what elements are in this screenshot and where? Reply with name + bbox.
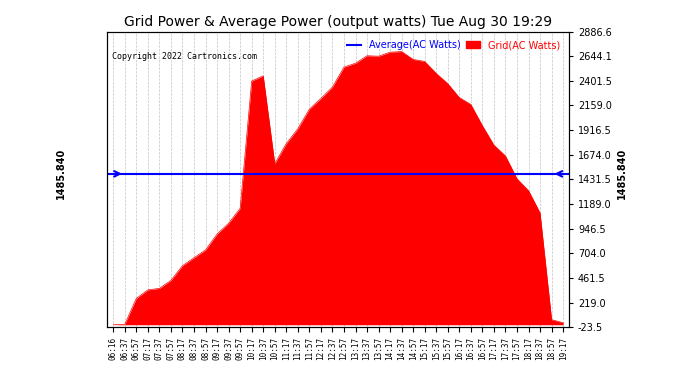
Legend: Average(AC Watts), Grid(AC Watts): Average(AC Watts), Grid(AC Watts): [343, 36, 564, 54]
Text: Copyright 2022 Cartronics.com: Copyright 2022 Cartronics.com: [112, 52, 257, 61]
Text: 1485.840: 1485.840: [617, 148, 627, 200]
Title: Grid Power & Average Power (output watts) Tue Aug 30 19:29: Grid Power & Average Power (output watts…: [124, 15, 552, 29]
Text: 1485.840: 1485.840: [55, 148, 66, 200]
